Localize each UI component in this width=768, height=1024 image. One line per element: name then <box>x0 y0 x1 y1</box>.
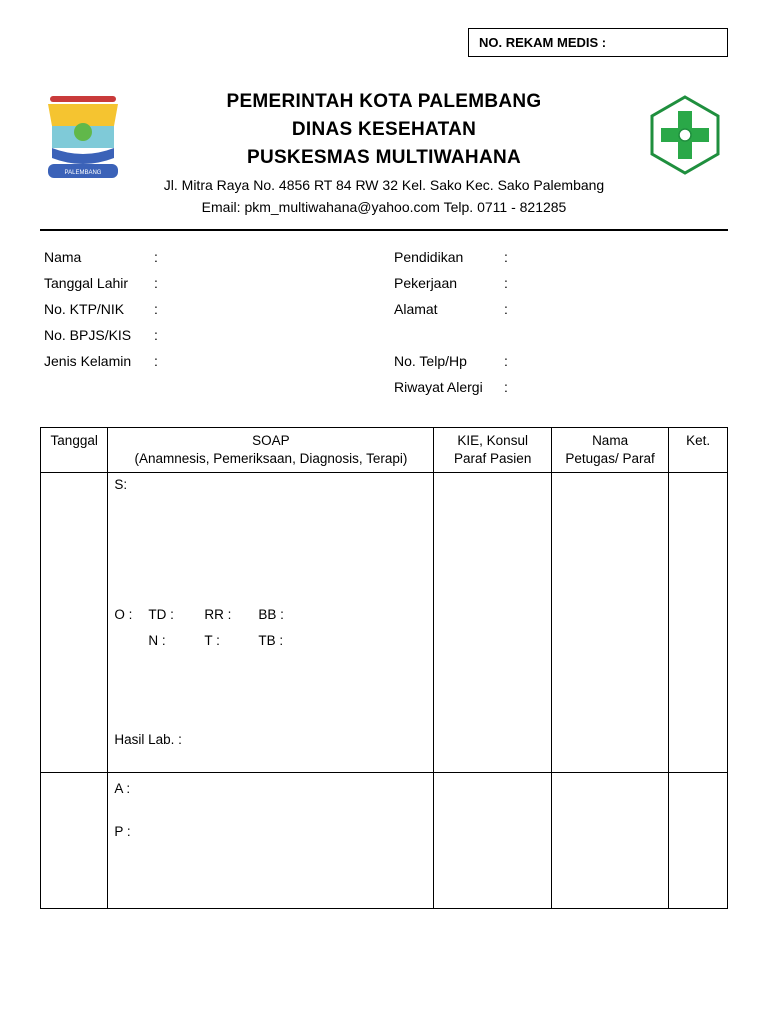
th-ket: Ket. <box>669 428 728 473</box>
rekam-medis-box: NO. REKAM MEDIS : <box>468 28 728 57</box>
th-kie-top: KIE, Konsul <box>440 432 544 450</box>
field-colon: : <box>154 275 168 291</box>
field-colon: : <box>154 301 168 317</box>
field-row: Alamat: <box>394 301 724 317</box>
soap-tb: TB : <box>258 628 312 654</box>
facility-title: PUSKESMAS MULTIWAHANA <box>134 147 634 169</box>
contact-line: Email: pkm_multiwahana@yahoo.com Telp. 0… <box>134 199 634 215</box>
cell-ket <box>669 773 728 909</box>
soap-o: O : <box>114 602 148 628</box>
soap-bb: BB : <box>258 602 312 628</box>
table-row: S: O : TD : RR : BB : N : T : TB : Hasil… <box>41 473 728 773</box>
th-soap-top: SOAP <box>114 432 427 450</box>
field-row: No. Telp/Hp: <box>394 353 724 369</box>
field-row: Pendidikan: <box>394 249 724 265</box>
cell-soap-ap: A : P : <box>108 773 434 909</box>
patient-fields: Nama: Tanggal Lahir: No. KTP/NIK: No. BP… <box>40 249 728 405</box>
field-label: Tanggal Lahir <box>44 275 154 291</box>
divider <box>40 229 728 231</box>
soap-o-block: O : TD : RR : BB : N : T : TB : <box>114 602 427 653</box>
field-colon: : <box>154 353 168 369</box>
cell-nama <box>551 773 668 909</box>
field-label: Pekerjaan <box>394 275 504 291</box>
field-colon: : <box>504 353 518 369</box>
letterhead-center: PEMERINTAH KOTA PALEMBANG DINAS KESEHATA… <box>126 89 642 215</box>
cell-kie <box>434 473 551 773</box>
th-soap-bottom: (Anamnesis, Pemeriksaan, Diagnosis, Tera… <box>114 450 427 468</box>
soap-s: S: <box>114 477 427 492</box>
field-colon: : <box>504 275 518 291</box>
field-colon: : <box>504 249 518 265</box>
field-row: No. BPJS/KIS: <box>44 327 374 343</box>
soap-a: A : <box>114 781 427 796</box>
field-label: Jenis Kelamin <box>44 353 154 369</box>
field-label: Riwayat Alergi <box>394 379 504 395</box>
cell-kie <box>434 773 551 909</box>
soap-rr: RR : <box>204 602 258 628</box>
field-label: No. KTP/NIK <box>44 301 154 317</box>
fields-right-column: Pendidikan: Pekerjaan: Alamat: No. Telp/… <box>394 249 724 405</box>
city-logo: PALEMBANG <box>40 89 126 185</box>
rekam-medis-label: NO. REKAM MEDIS : <box>479 35 606 50</box>
field-colon: : <box>154 249 168 265</box>
field-row: Jenis Kelamin: <box>44 353 374 369</box>
soap-td: TD : <box>148 602 204 628</box>
soap-t: T : <box>204 628 258 654</box>
dept-title: DINAS KESEHATAN <box>134 119 634 141</box>
fields-left-column: Nama: Tanggal Lahir: No. KTP/NIK: No. BP… <box>44 249 374 405</box>
gov-title: PEMERINTAH KOTA PALEMBANG <box>134 91 634 113</box>
th-nama-top: Nama <box>558 432 662 450</box>
field-row: Riwayat Alergi: <box>394 379 724 395</box>
th-soap: SOAP (Anamnesis, Pemeriksaan, Diagnosis,… <box>108 428 434 473</box>
field-label: Nama <box>44 249 154 265</box>
th-nama-bottom: Petugas/ Paraf <box>558 450 662 468</box>
table-row: A : P : <box>41 773 728 909</box>
soap-n: N : <box>148 628 204 654</box>
letterhead: PALEMBANG PEMERINTAH KOTA PALEMBANG DINA… <box>40 89 728 215</box>
field-label: Pendidikan <box>394 249 504 265</box>
cell-tanggal <box>41 773 108 909</box>
medical-record-table: Tanggal SOAP (Anamnesis, Pemeriksaan, Di… <box>40 427 728 909</box>
field-label: No. Telp/Hp <box>394 353 504 369</box>
cell-tanggal <box>41 473 108 773</box>
cell-soap: S: O : TD : RR : BB : N : T : TB : Hasil… <box>108 473 434 773</box>
cell-nama <box>551 473 668 773</box>
field-row: Nama: <box>44 249 374 265</box>
field-row: Pekerjaan: <box>394 275 724 291</box>
soap-p: P : <box>114 824 427 839</box>
field-colon: : <box>504 379 518 395</box>
cell-ket <box>669 473 728 773</box>
th-nama: Nama Petugas/ Paraf <box>551 428 668 473</box>
field-label: No. BPJS/KIS <box>44 327 154 343</box>
address-line: Jl. Mitra Raya No. 4856 RT 84 RW 32 Kel.… <box>134 177 634 193</box>
field-label: Alamat <box>394 301 504 317</box>
th-kie: KIE, Konsul Paraf Pasien <box>434 428 551 473</box>
field-colon: : <box>504 301 518 317</box>
th-kie-bottom: Paraf Pasien <box>440 450 544 468</box>
field-row: No. KTP/NIK: <box>44 301 374 317</box>
soap-hasil: Hasil Lab. : <box>114 732 427 747</box>
svg-text:PALEMBANG: PALEMBANG <box>65 170 102 176</box>
puskesmas-logo <box>642 89 728 185</box>
field-colon: : <box>154 327 168 343</box>
field-row: Tanggal Lahir: <box>44 275 374 291</box>
th-tanggal: Tanggal <box>41 428 108 473</box>
